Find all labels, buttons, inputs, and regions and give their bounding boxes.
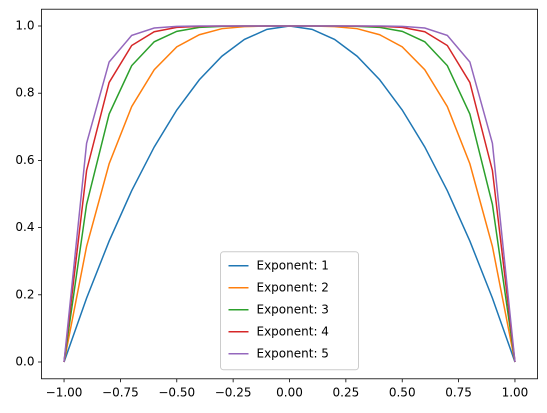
legend-label: Exponent: 4 (257, 324, 329, 338)
y-tick-label: 0.8 (15, 86, 34, 100)
x-tick-label: −0.25 (215, 385, 252, 399)
legend-label: Exponent: 1 (257, 258, 329, 272)
legend-box (220, 251, 359, 371)
legend-label: Exponent: 3 (257, 302, 329, 316)
y-tick-label: 0.0 (15, 355, 34, 369)
x-tick-label: 0.25 (333, 385, 360, 399)
x-tick-label: 0.75 (445, 385, 472, 399)
legend-label: Exponent: 2 (257, 280, 329, 294)
x-tick-label: −1.00 (46, 385, 83, 399)
y-tick-label: 0.2 (15, 287, 34, 301)
y-tick-label: 1.0 (15, 19, 34, 33)
x-tick-label: −0.75 (102, 385, 139, 399)
x-tick-label: 0.50 (389, 385, 416, 399)
legend-label: Exponent: 5 (257, 346, 329, 360)
x-tick-label: −0.50 (158, 385, 195, 399)
x-tick-label: 1.00 (502, 385, 529, 399)
y-tick-label: 0.4 (15, 220, 34, 234)
series-line (63, 25, 516, 363)
y-tick-label: 0.6 (15, 153, 34, 167)
x-tick-label: 0.00 (276, 385, 303, 399)
